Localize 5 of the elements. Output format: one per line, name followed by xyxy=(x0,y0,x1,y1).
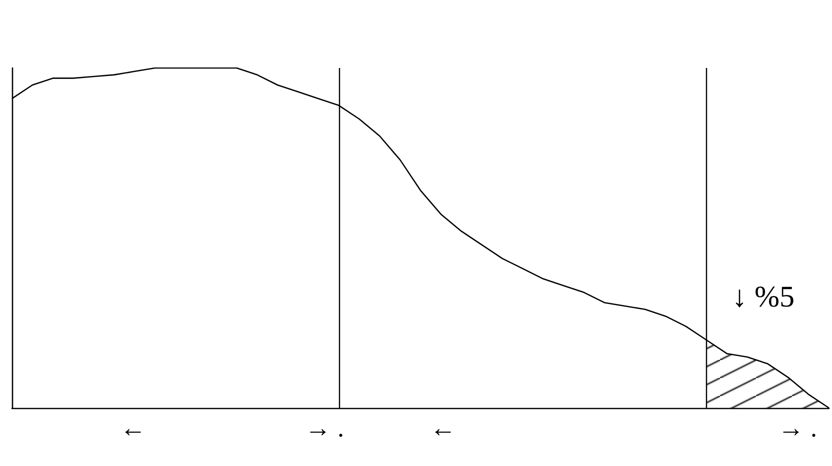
text: → . xyxy=(305,414,344,442)
text: → . xyxy=(778,414,817,442)
text: ← xyxy=(430,414,456,442)
annotation: ↓ %5 xyxy=(732,280,794,314)
text: ← xyxy=(120,414,146,442)
